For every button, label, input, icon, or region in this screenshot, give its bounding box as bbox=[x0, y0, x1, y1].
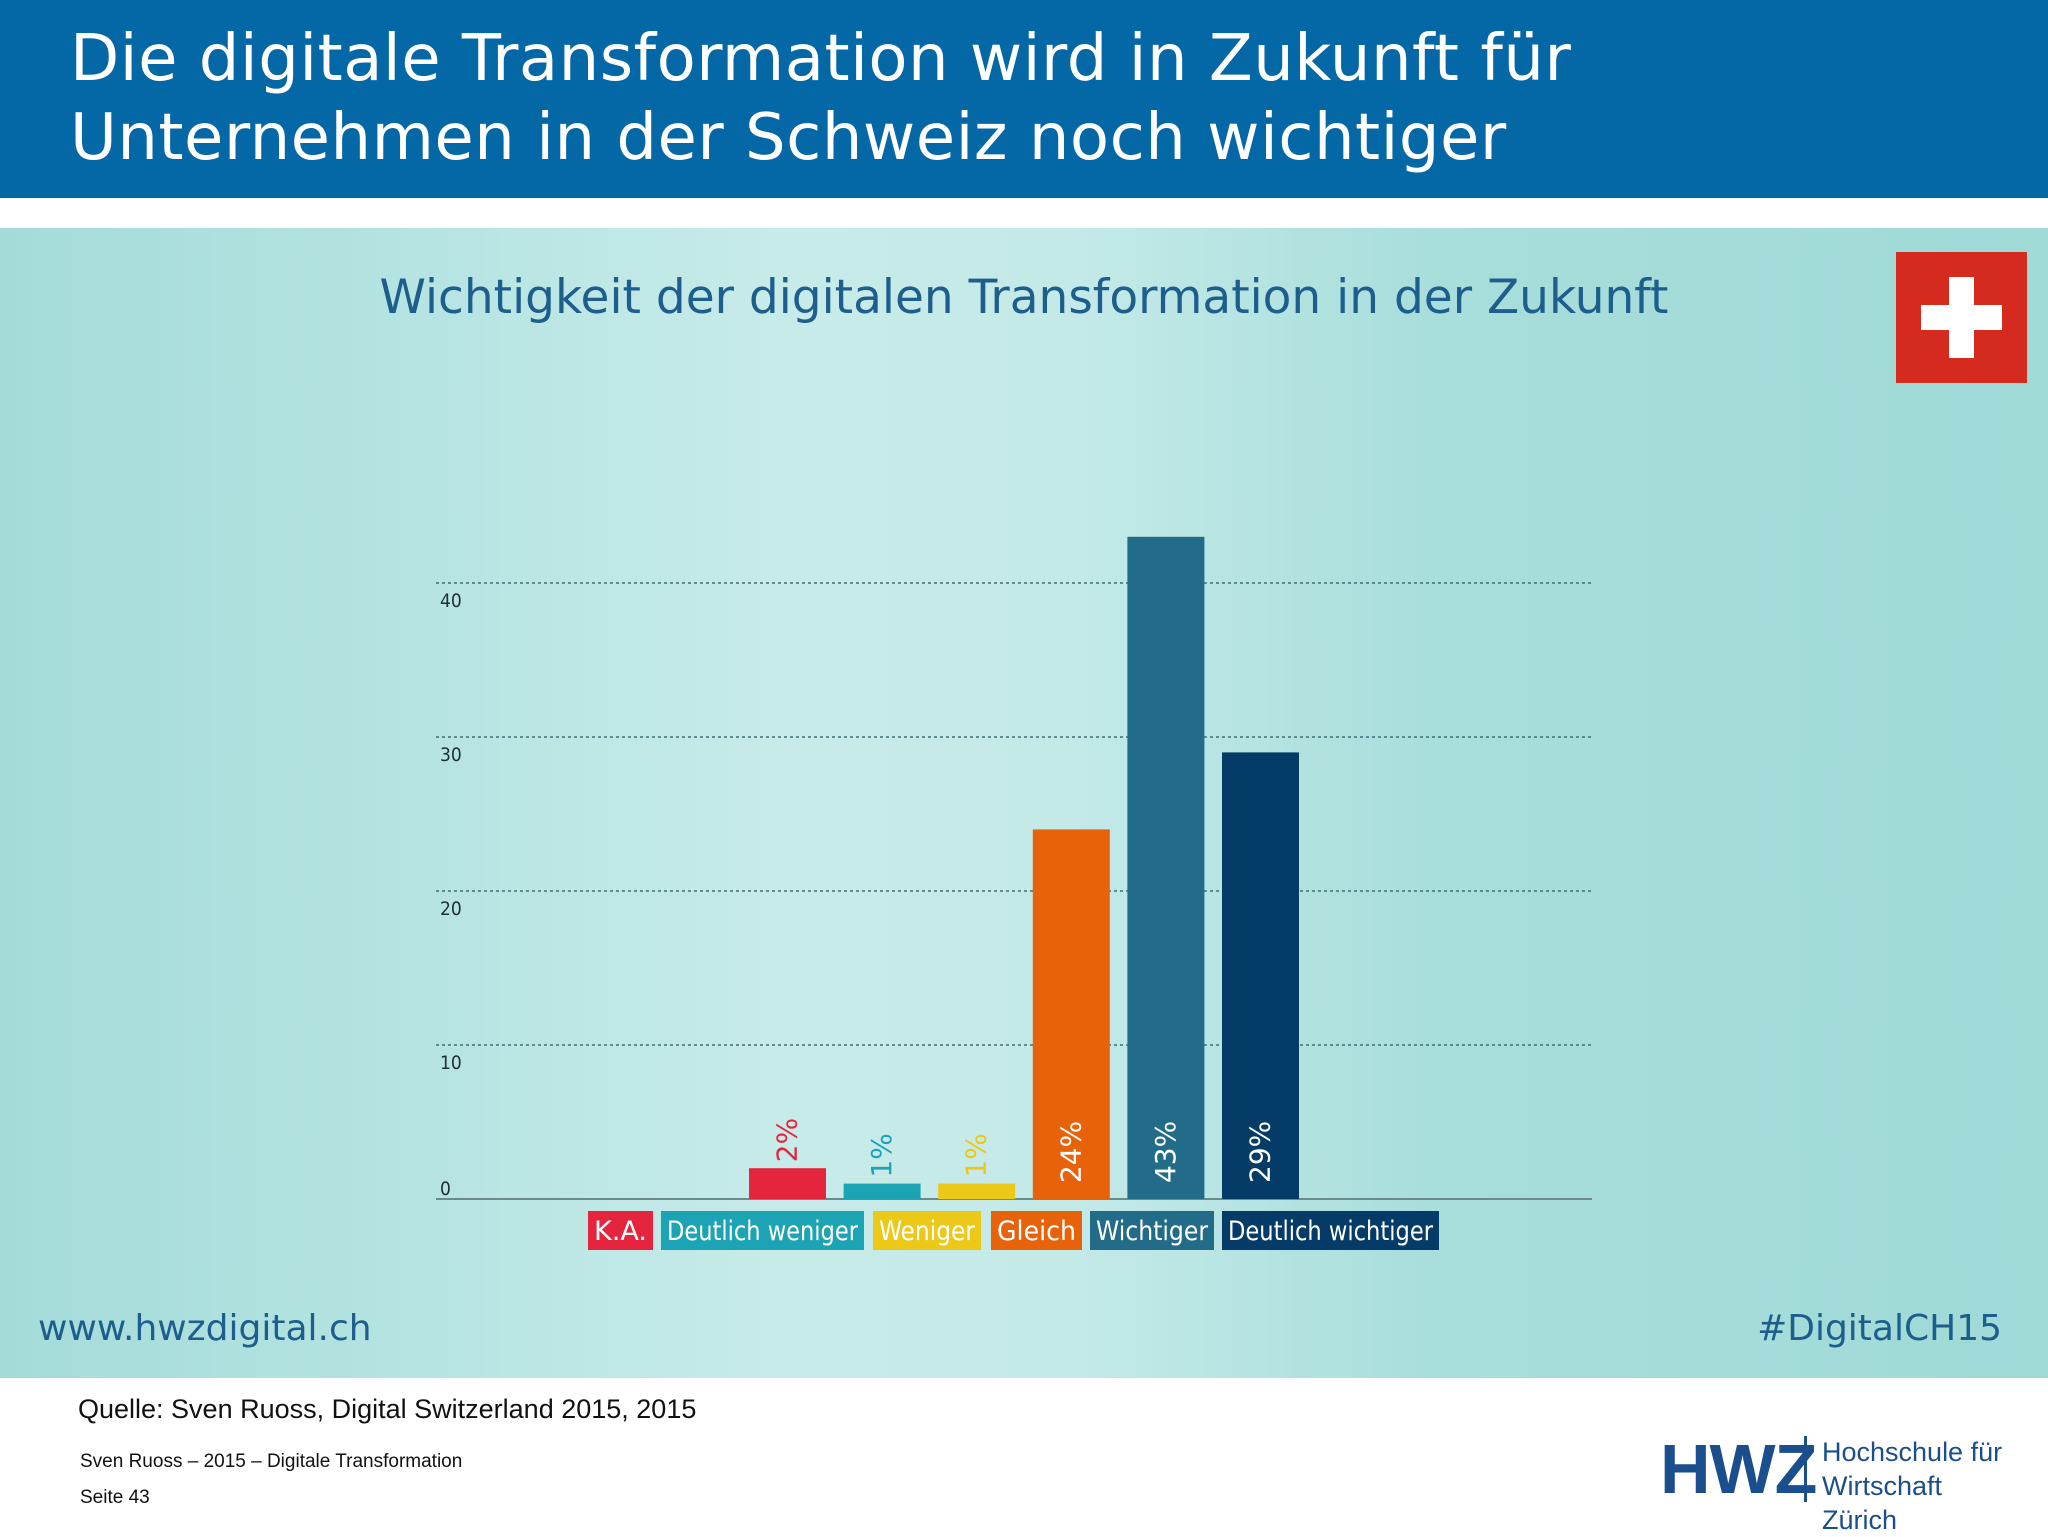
y-tick-label: 0 bbox=[440, 1178, 451, 1200]
bar-3 bbox=[938, 1183, 1016, 1199]
legend-swatch bbox=[1090, 1211, 1214, 1250]
legend-swatch bbox=[1222, 1211, 1439, 1250]
author-line: Sven Ruoss – 2015 – Digitale Transformat… bbox=[80, 1451, 463, 1472]
y-tick-label: 10 bbox=[440, 1052, 462, 1074]
bar-value-label: 29% bbox=[1244, 1121, 1277, 1183]
slide-title: Die digitale Transformation wird in Zuku… bbox=[70, 22, 1572, 175]
website-link[interactable]: www.hwzdigital.ch bbox=[38, 1308, 372, 1349]
bar-1 bbox=[749, 1168, 826, 1199]
slide-header: Die digitale Transformation wird in Zuku… bbox=[0, 0, 2048, 198]
legend-swatch bbox=[991, 1211, 1082, 1250]
logo-divider bbox=[1804, 1436, 1807, 1502]
bar-value-label: 2% bbox=[771, 1118, 804, 1162]
legend-swatch bbox=[873, 1211, 981, 1250]
y-tick-label: 20 bbox=[440, 898, 462, 920]
legend-label: Weniger bbox=[879, 1216, 975, 1247]
legend-swatch bbox=[588, 1211, 653, 1250]
logo-abbr: HWZ bbox=[1660, 1430, 1817, 1508]
bar-value-label: 1% bbox=[865, 1133, 898, 1177]
legend-label: Wichtiger bbox=[1096, 1216, 1208, 1247]
legend-label: K.A. bbox=[594, 1216, 647, 1247]
bar-value-label: 24% bbox=[1054, 1121, 1087, 1183]
y-tick-label: 40 bbox=[440, 590, 462, 612]
swiss-flag-icon bbox=[1896, 252, 2027, 383]
y-tick-label: 30 bbox=[440, 744, 462, 766]
bar-4 bbox=[1032, 829, 1110, 1199]
legend-label: Deutlich wichtiger bbox=[1228, 1216, 1433, 1247]
hwz-logo: HWZ Hochschule für Wirtschaft Zürich bbox=[1660, 1430, 2020, 1535]
logo-name: Hochschule für Wirtschaft Zürich bbox=[1822, 1435, 2020, 1537]
legend-label: Deutlich weniger bbox=[667, 1216, 858, 1247]
bar-value-label: 43% bbox=[1149, 1121, 1182, 1183]
bar-value-label: 1% bbox=[960, 1133, 993, 1177]
logo-line-2: Wirtschaft Zürich bbox=[1822, 1471, 1943, 1535]
legend-swatch bbox=[661, 1211, 864, 1250]
logo-line-1: Hochschule für bbox=[1822, 1437, 2003, 1467]
bar-2 bbox=[843, 1183, 921, 1199]
legend-label: Gleich bbox=[997, 1216, 1076, 1247]
chart-title: Wichtigkeit der digitalen Transformation… bbox=[379, 270, 1669, 325]
chart-panel: Wichtigkeit der digitalen Transformation… bbox=[0, 228, 2048, 1378]
bar-6 bbox=[1222, 752, 1299, 1199]
hashtag: #DigitalCH15 bbox=[1757, 1308, 2002, 1349]
page-number: Seite 43 bbox=[80, 1487, 150, 1508]
source-note: Quelle: Sven Ruoss, Digital Switzerland … bbox=[78, 1394, 697, 1424]
bar-chart: 0 10 20 30 40 2% 1% 1% 24% 43% 29% K.A. Deutlich wen… bbox=[436, 536, 1592, 1250]
bar-5 bbox=[1127, 536, 1205, 1199]
